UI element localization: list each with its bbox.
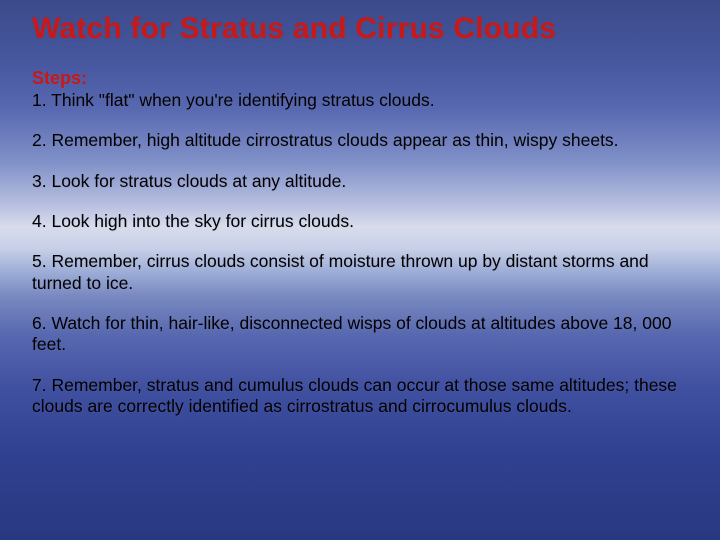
step-item: 7. Remember, stratus and cumulus clouds … <box>32 375 684 418</box>
slide-title: Watch for Stratus and Cirrus Clouds <box>32 12 700 46</box>
step-item: 1. Think "flat" when you're identifying … <box>32 90 684 111</box>
step-item: 6. Watch for thin, hair-like, disconnect… <box>32 313 684 356</box>
step-item: 4. Look high into the sky for cirrus clo… <box>32 211 684 232</box>
steps-label: Steps: <box>32 68 700 89</box>
step-item: 5. Remember, cirrus clouds consist of mo… <box>32 251 684 294</box>
step-item: 2. Remember, high altitude cirrostratus … <box>32 130 684 151</box>
slide: Watch for Stratus and Cirrus Clouds Step… <box>0 0 720 540</box>
step-item: 3. Look for stratus clouds at any altitu… <box>32 171 684 192</box>
